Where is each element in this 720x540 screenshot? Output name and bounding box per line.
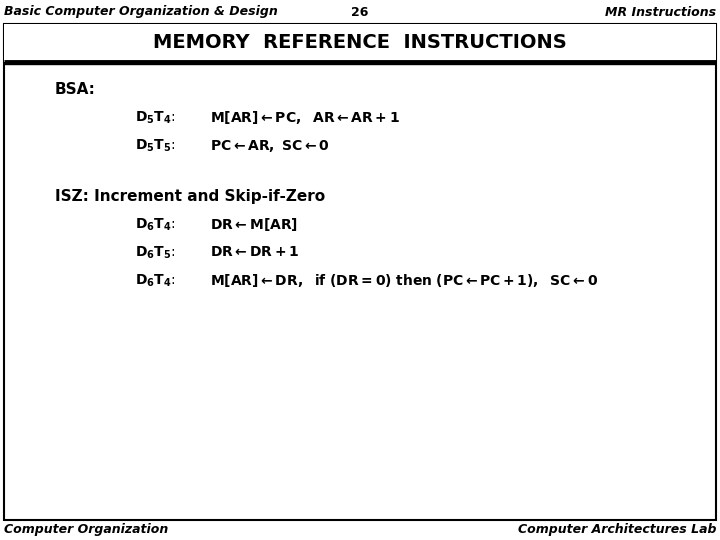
Text: $\mathbf{DR \leftarrow DR + 1}$: $\mathbf{DR \leftarrow DR + 1}$ xyxy=(210,245,300,259)
Text: MEMORY  REFERENCE  INSTRUCTIONS: MEMORY REFERENCE INSTRUCTIONS xyxy=(153,33,567,52)
Text: $\mathbf{D_6}$$\mathbf{T_4}$:: $\mathbf{D_6}$$\mathbf{T_4}$: xyxy=(135,272,176,288)
Text: Basic Computer Organization & Design: Basic Computer Organization & Design xyxy=(4,5,278,18)
Text: $\mathbf{M[AR] \leftarrow PC, \ \ AR \leftarrow AR + 1}$: $\mathbf{M[AR] \leftarrow PC, \ \ AR \le… xyxy=(210,110,400,126)
Text: $\mathbf{D_6}$$\mathbf{T_4}$:: $\mathbf{D_6}$$\mathbf{T_4}$: xyxy=(135,216,176,233)
Text: $\mathbf{D_6}$$\mathbf{T_5}$:: $\mathbf{D_6}$$\mathbf{T_5}$: xyxy=(135,244,176,261)
Text: $\mathbf{D_5}$$\mathbf{T_5}$:: $\mathbf{D_5}$$\mathbf{T_5}$: xyxy=(135,138,176,154)
Text: $\mathbf{DR \leftarrow M[AR]}$: $\mathbf{DR \leftarrow M[AR]}$ xyxy=(210,216,298,233)
Text: Computer Organization: Computer Organization xyxy=(4,523,168,537)
Text: $\mathbf{PC \leftarrow AR, \ SC \leftarrow 0}$: $\mathbf{PC \leftarrow AR, \ SC \leftarr… xyxy=(210,138,330,154)
Text: 26: 26 xyxy=(351,5,369,18)
Bar xyxy=(4,24,716,62)
Text: BSA:: BSA: xyxy=(55,83,96,98)
Text: MR Instructions: MR Instructions xyxy=(605,5,716,18)
Text: ISZ: Increment and Skip-if-Zero: ISZ: Increment and Skip-if-Zero xyxy=(55,189,325,204)
Text: $\mathbf{D_5}$$\mathbf{T_4}$:: $\mathbf{D_5}$$\mathbf{T_4}$: xyxy=(135,110,176,126)
Text: $\mathbf{M[AR] \leftarrow DR, \ \ if \ (DR = 0) \ then \ (PC \leftarrow PC + 1),: $\mathbf{M[AR] \leftarrow DR, \ \ if \ (… xyxy=(210,272,598,289)
Text: Computer Architectures Lab: Computer Architectures Lab xyxy=(518,523,716,537)
